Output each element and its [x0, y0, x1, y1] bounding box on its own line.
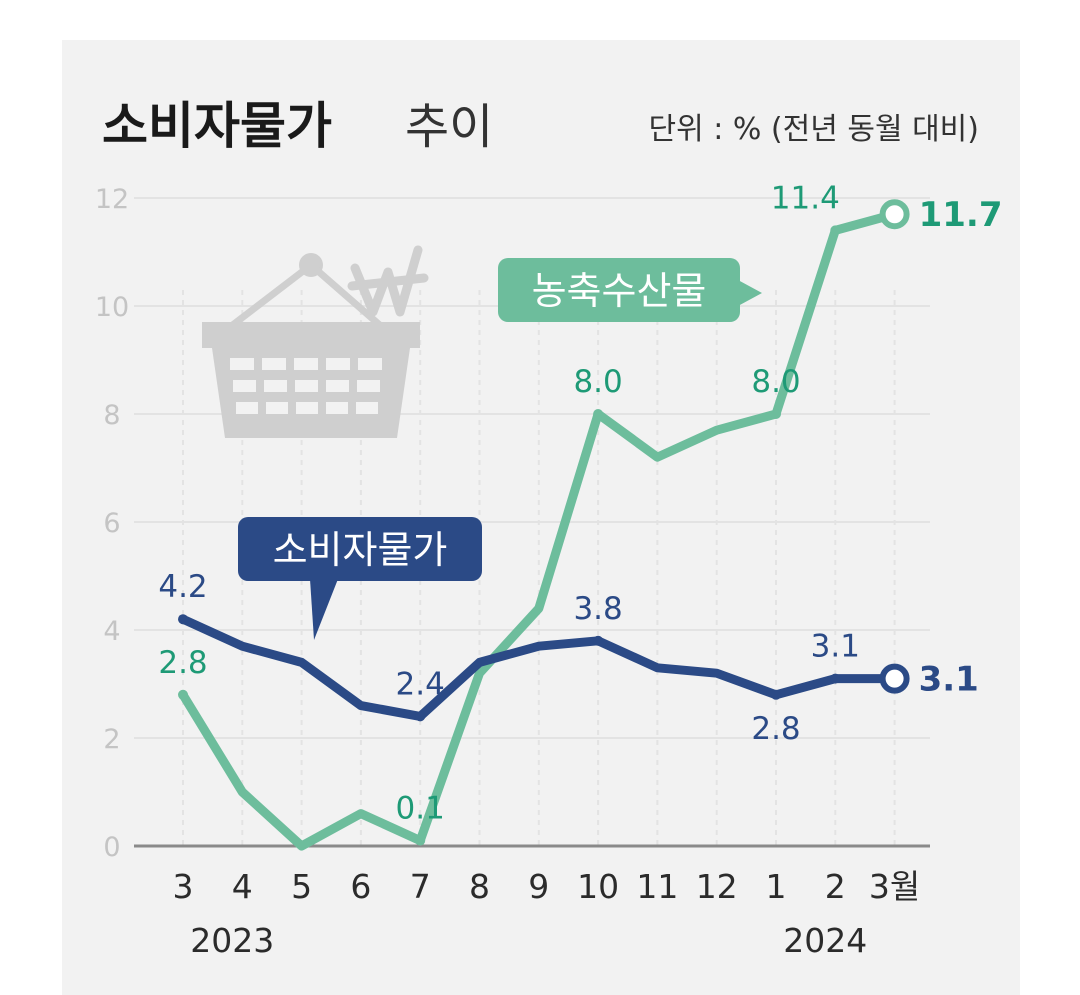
data-label: 2.8 — [158, 645, 207, 681]
end-marker — [879, 199, 910, 230]
unit-label: 단위 : % (전년 동월 대비) — [648, 112, 979, 147]
y-tick-label: 6 — [103, 508, 120, 539]
x-tick-label: 8 — [469, 867, 490, 906]
data-point — [593, 635, 604, 646]
end-marker — [879, 663, 910, 694]
x-tick-label: 3 — [173, 867, 194, 906]
x-tick-label: 7 — [410, 867, 431, 906]
data-point — [415, 835, 426, 846]
shopping-basket-icon — [202, 253, 420, 438]
x-tick-label: 5 — [291, 867, 312, 906]
data-point — [593, 409, 604, 419]
x-tick-label: 12 — [696, 867, 738, 906]
data-point — [178, 689, 188, 700]
callout-blue-label: 소비자물가 — [273, 528, 448, 572]
data-label: 0.1 — [396, 791, 445, 827]
data-label: 4.2 — [158, 569, 207, 605]
data-point — [830, 673, 841, 684]
y-axis-ticks: 0 2 4 6 8 10 12 — [95, 184, 129, 863]
series-layer — [178, 199, 910, 851]
x-tick-label: 3월 — [869, 867, 920, 906]
data-label: 8.0 — [573, 364, 622, 400]
chart-subtitle: 추이 — [405, 99, 493, 155]
data-label: 2.8 — [751, 711, 800, 747]
data-point — [415, 711, 426, 722]
data-label: 11.4 — [771, 180, 840, 216]
x-tick-label: 2 — [825, 867, 846, 906]
x-tick-label: 1 — [766, 867, 787, 906]
x-tick-label: 9 — [528, 867, 549, 906]
data-point — [771, 689, 781, 700]
x-axis-ticks: 3 4 5 6 7 8 9 10 11 12 1 2 3월 — [173, 867, 921, 906]
year-labels: 2023 2024 — [190, 921, 867, 960]
data-point — [830, 225, 841, 236]
year-label: 2023 — [190, 921, 274, 960]
y-tick-label: 0 — [103, 832, 120, 863]
x-tick-label: 10 — [577, 867, 619, 906]
won-sign-icon — [347, 245, 429, 317]
data-point — [178, 614, 188, 625]
data-label: 2.4 — [396, 666, 445, 702]
year-label: 2024 — [783, 921, 867, 960]
y-tick-label: 12 — [95, 184, 129, 215]
callout-green-label: 농축수산물 — [532, 269, 707, 313]
x-tick-label: 11 — [636, 867, 678, 906]
data-labels: 2.8 0.1 8.0 8.0 11.4 11.7 4.2 2.4 3.8 2.8 3.1 3.1 — [158, 180, 1002, 826]
data-label: 3.1 — [811, 629, 860, 665]
y-tick-label: 4 — [103, 616, 120, 647]
x-tick-label: 4 — [232, 867, 253, 906]
data-point — [771, 409, 781, 419]
data-label: 3.8 — [573, 591, 622, 627]
callout-blue: 소비자물가 — [238, 517, 482, 640]
y-tick-label: 2 — [103, 724, 120, 755]
y-tick-label: 8 — [103, 400, 120, 431]
chart-card: 소비자물가 추이 단위 : % (전년 동월 대비) 0 2 4 6 8 10 12 2.8… — [62, 40, 1020, 995]
callout-green: 농축수산물 — [498, 258, 762, 322]
y-tick-label: 10 — [95, 292, 129, 323]
chart-title: 소비자물가 — [102, 97, 332, 155]
data-label: 8.0 — [751, 364, 800, 400]
end-label: 11.7 — [919, 195, 1003, 235]
x-tick-label: 6 — [350, 867, 371, 906]
end-label: 3.1 — [919, 660, 979, 700]
